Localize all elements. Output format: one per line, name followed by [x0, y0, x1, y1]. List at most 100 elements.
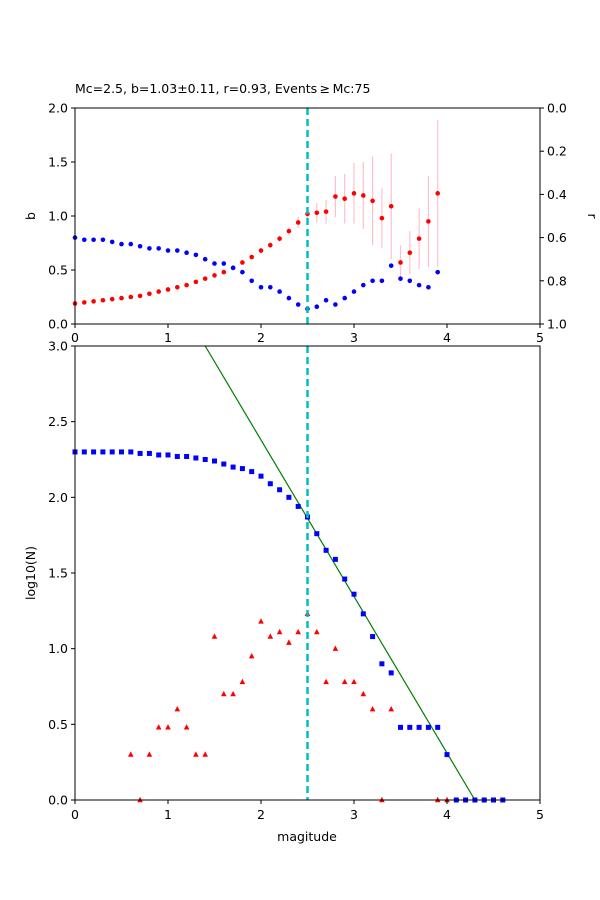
cumulative-count-point [230, 464, 236, 470]
b-value-point [249, 254, 254, 260]
b-value-point [361, 193, 366, 198]
cumulative-count-point [212, 458, 217, 464]
b-value-point [277, 236, 282, 241]
x-tick-label-top: 2 [257, 330, 265, 345]
r-value-point [426, 284, 431, 290]
b-value-point [128, 294, 134, 300]
x-tick-label: 0 [71, 807, 79, 822]
cumulative-count-point [119, 449, 124, 455]
noncumulative-count-point [239, 678, 246, 685]
cumulative-count-point [239, 466, 245, 472]
r-value-point [119, 241, 124, 247]
y-tick-label-r: 0.4 [547, 187, 567, 202]
noncumulative-count-point [230, 690, 236, 697]
noncumulative-count-point [146, 751, 153, 757]
cumulative-count-point [91, 449, 97, 455]
r-value-point [147, 246, 152, 251]
cumulative-count-point [267, 481, 273, 487]
b-value-point [193, 279, 199, 285]
top-axes: 0 1 2 3 4 5 0.0 0.5 1.0 1.5 2.0 0.0 0.2 0.4 0.6 0.8 1.0 [48, 101, 567, 346]
b-value-marks [72, 119, 441, 312]
cumulative-count-point [137, 450, 143, 456]
y-tick-label-log10n: 1.5 [48, 566, 68, 581]
b-value-point [91, 299, 96, 304]
b-value-point [435, 191, 441, 196]
cumulative-count-point [109, 449, 115, 455]
noncumulative-count-point [360, 690, 367, 697]
r-value-point [416, 282, 422, 288]
r-value-point [379, 278, 385, 284]
cumulative-count-point [184, 453, 190, 459]
y-tick-label-b: 0.5 [48, 263, 68, 278]
noncumulative-count-point [295, 628, 301, 635]
r-value-point [258, 284, 264, 290]
b-value-point [109, 296, 115, 302]
x-tick-label: 3 [350, 807, 358, 822]
y-tick-label-log10n: 2.5 [48, 414, 68, 429]
noncumulative-count-point [351, 678, 357, 685]
noncumulative-count-point [155, 724, 162, 730]
y-axis-label-r: r [585, 213, 600, 219]
b-value-point [221, 269, 227, 275]
cumulative-count-point [221, 461, 227, 467]
y-tick-label-r: 0.2 [547, 144, 567, 159]
y-tick-label-b: 2.0 [48, 101, 68, 116]
b-value-point [258, 248, 264, 253]
r-value-point [240, 269, 245, 275]
noncumulative-count-point [276, 628, 283, 635]
b-value-panel: Mc=2.5, b=1.03±0.11, r=0.93, Events ≥ Mc… [23, 81, 600, 345]
cumulative-count-point [351, 591, 357, 597]
cumulative-count-point [249, 469, 255, 475]
cumulative-count-point [174, 453, 180, 459]
x-tick-label-top: 1 [164, 330, 172, 345]
r-value-point [193, 252, 199, 258]
cumulative-count-point [258, 473, 264, 479]
b-value-point [323, 209, 329, 214]
b-value-point [184, 282, 189, 288]
cumulative-count-point [444, 752, 450, 758]
y-tick-label-b: 1.0 [48, 209, 68, 224]
cumulative-count-point [314, 531, 320, 537]
cumulative-count-point [332, 556, 338, 562]
noncumulative-count-point [193, 751, 199, 757]
x-tick-label-top: 5 [536, 330, 544, 345]
r-value-point [388, 263, 394, 268]
cumulative-count-point [165, 452, 171, 458]
r-value-point [212, 261, 217, 266]
y-tick-label-r: 1.0 [547, 317, 567, 332]
r-value-point [314, 304, 320, 310]
cumulative-count-point [193, 455, 199, 461]
noncumulative-count-point [202, 751, 208, 757]
noncumulative-count-point [369, 706, 376, 712]
r-value-point [91, 237, 96, 243]
noncumulative-count-point [314, 628, 320, 635]
noncumulative-count-point [248, 653, 255, 659]
cumulative-count-point [398, 724, 403, 730]
b-value-point [165, 287, 171, 292]
x-tick-label-top: 4 [443, 330, 451, 345]
b-value-point [119, 295, 124, 301]
y-tick-label-r: 0.6 [547, 230, 567, 245]
r-value-point [109, 239, 115, 245]
b-value-point [426, 219, 431, 224]
y-tick-label-log10n: 0.5 [48, 717, 68, 732]
r-value-point [100, 237, 106, 243]
cumulative-count-point [342, 576, 348, 582]
b-value-point [342, 196, 348, 202]
cumulative-count-point [81, 449, 87, 455]
b-value-point [147, 291, 152, 297]
r-value-point [333, 302, 338, 307]
r-value-point [249, 278, 254, 284]
noncumulative-count-point [211, 633, 218, 639]
noncumulative-count-point [165, 724, 171, 730]
x-tick-label-top: 0 [71, 330, 79, 345]
noncumulative-count-point [341, 678, 348, 685]
bottom-axes: 0 1 2 3 4 5 0.0 0.5 1.0 1.5 2.0 2.5 3.0 [48, 339, 544, 823]
r-value-point [277, 289, 282, 294]
r-value-point [398, 276, 403, 281]
y-tick-label-r: 0.8 [547, 273, 567, 288]
noncumulative-count-point [128, 751, 134, 757]
b-value-point [379, 215, 385, 221]
r-value-point [165, 248, 171, 253]
